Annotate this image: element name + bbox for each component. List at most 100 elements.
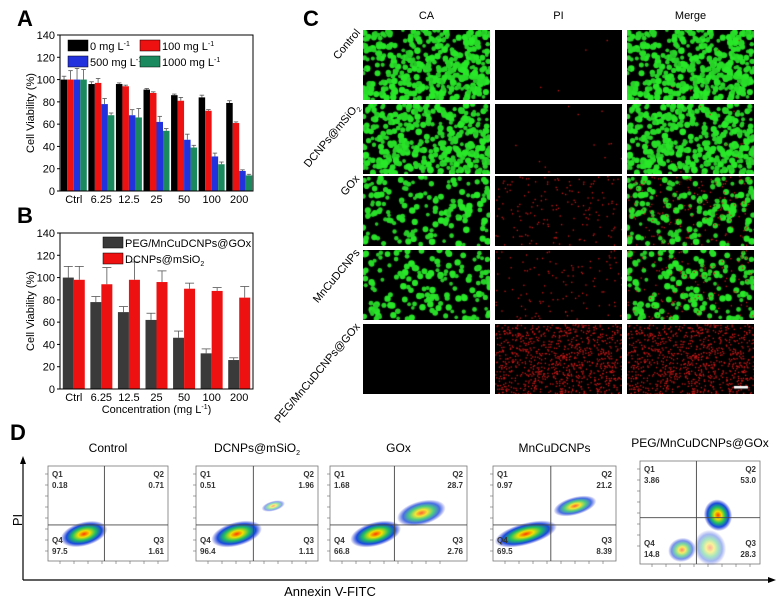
bar [228,360,240,389]
x-tick-label: 100 [202,392,220,404]
quadrant-value-q4: 14.8 [644,550,660,559]
column-title-merge: Merge [674,10,707,22]
micrograph-ca [363,176,490,246]
x-axis-arrow [768,577,776,583]
micrograph-ca [363,250,490,320]
bar [60,79,68,191]
legend-label: 1000 mg L-1 [162,57,220,69]
quadrant-name: Q2 [745,465,756,474]
bar [107,115,115,191]
bar [143,89,150,191]
x-tick-label: 25 [150,194,162,205]
y-tick-label: 80 [43,295,55,307]
quadrant-value-q3: 8.39 [596,547,612,556]
bar [190,147,198,191]
micrograph-merge [627,250,754,320]
bar [211,156,219,191]
y-tick-label: 120 [37,52,55,64]
cell-population [693,529,727,566]
cell-population [494,520,557,548]
bar [198,97,206,191]
bar [62,277,74,389]
row-label: Control [331,27,363,62]
bar [150,92,157,191]
quadrant-value-q2: 1.96 [298,481,314,490]
plot-frame [59,232,254,390]
quadrant-name: Q1 [334,470,345,479]
quadrant-value-q1: 0.51 [200,481,216,490]
panel-label-d: D [10,420,26,445]
y-tick-label: 20 [43,362,55,374]
micrograph-merge [627,104,754,174]
y-tick-label: 60 [43,119,55,131]
legend-swatch [139,55,161,68]
legend-swatch [102,236,124,249]
y-tick-label: 120 [37,250,55,262]
micrograph-ca [363,104,490,174]
quadrant-name: Q3 [745,539,756,548]
flow-plot-title: PEG/MnCuDCNPs@GOx [631,436,769,450]
bar [94,82,102,191]
x-tick-label: 50 [178,194,190,205]
y-tick-label: 140 [37,30,55,42]
legend-label: 0 mg L-1 [90,41,130,53]
bar [211,290,223,389]
bar [101,284,113,389]
y-tick-label: 140 [37,228,55,240]
bar [115,84,123,191]
flow-plot-title: GOx [386,441,411,455]
quadrant-value-q4: 96.4 [200,547,216,556]
bar [156,121,163,191]
legend-label: DCNPs@mSiO2 [125,254,204,268]
x-tick-label: 6.25 [91,194,112,205]
panel-label-a: A [17,6,33,31]
quadrant-value-q1: 3.86 [644,476,660,485]
bar [173,337,185,389]
flow-plot: Q1 0.97 Q2 21.2 Q3 8.39 Q4 69.5 [490,465,617,564]
bar [73,79,81,191]
row-label-text: DCNPs@mSiO [301,104,360,170]
micrograph-pi [495,104,622,174]
column-title-pi: PI [553,10,564,22]
quadrant-name: Q1 [497,470,508,479]
bar [171,95,178,191]
y-tick-label: 0 [49,186,55,198]
micrograph-ca [363,30,490,100]
quadrant-name: Q1 [644,465,655,474]
plot-frame [59,34,254,192]
legend-label: 500 mg L-1 [90,57,142,69]
column-title-ca: CA [418,10,435,22]
bar [245,175,253,191]
quadrant-name: Q3 [303,536,314,545]
bar [184,139,191,191]
bar [101,104,108,191]
quadrant-value-q2: 21.2 [596,481,612,490]
quadrant-name: Q3 [153,536,164,545]
bar [128,115,136,191]
legend-swatch [139,39,161,52]
y-tick-label: 100 [37,75,55,87]
flow-plot: Q1 3.86 Q2 53.0 Q3 28.3 Q4 14.8 [637,460,761,567]
bar [232,123,240,191]
row-label: GOx [339,173,363,198]
panel-label-c: C [303,6,319,31]
flow-plot-title: DCNPs@mSiO2 [214,441,300,457]
bar [184,288,196,389]
bar [135,117,142,191]
flow-cytometry: Annexin V-FITC PI Q1 0.18 Q2 0.71 Q3 1.61 Q4 97.5… [10,436,776,599]
y-axis-arrow [20,456,26,464]
y-tick-label: 20 [43,164,55,176]
bar [239,297,251,389]
legend-swatch [102,252,124,265]
y-tick-label: 80 [43,97,55,109]
y-tick-label: 40 [43,339,55,351]
micrograph-pi [495,324,622,394]
x-tick-label: Ctrl [65,194,82,205]
x-tick-label: 25 [150,392,162,404]
y-axis-label: Cell Viability (%) [25,73,37,153]
flow-plot-title: MnCuDCNPs [518,441,590,455]
x-tick-label: Ctrl [65,392,82,404]
row-label-text: Control [330,27,363,63]
x-tick-label: 50 [178,392,190,404]
